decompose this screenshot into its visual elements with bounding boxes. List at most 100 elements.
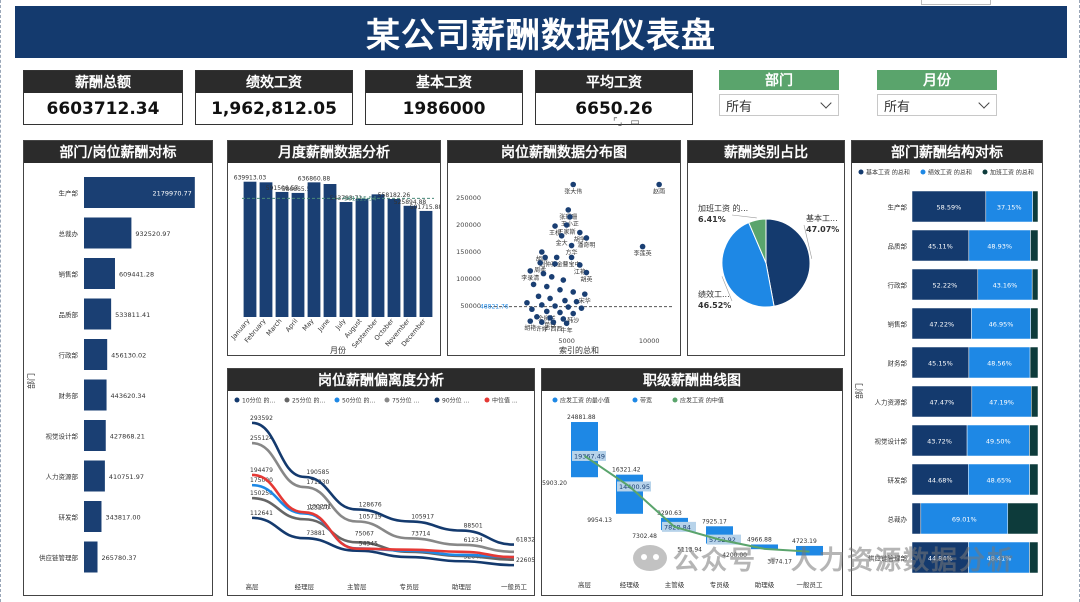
data-label: 54345 — [359, 540, 378, 547]
segment-label: 49.50% — [986, 438, 1011, 446]
filter-icon[interactable]: ⌜⌟ — [613, 117, 623, 128]
segment-label: 47.22% — [929, 321, 954, 329]
scatter-point — [565, 207, 572, 213]
data-label: 22605 — [516, 557, 535, 564]
min-label: 5113.94 — [677, 547, 702, 554]
scatter-point — [539, 302, 545, 308]
data-label: 75067 — [355, 531, 374, 538]
legend-marker — [284, 397, 290, 403]
legend-marker — [920, 169, 926, 175]
segment-label: 69.01% — [952, 516, 977, 524]
legend-label: 应发工资 的最小值 — [560, 397, 610, 405]
point-label: 牛年 — [561, 326, 573, 334]
dept-bar — [84, 501, 102, 532]
kpi-label: 平均工资 — [536, 71, 692, 93]
kpi-card-performance-pay[interactable]: 绩效工资 1,962,812.05 — [195, 70, 353, 125]
segment-label: 47.47% — [930, 399, 955, 407]
slice-name: 绩效工... — [698, 289, 730, 299]
legend-label: 绩效工资 的总和 — [928, 169, 972, 177]
slicer-label: 月份 — [877, 70, 997, 90]
scatter-point — [570, 289, 577, 295]
point-label: 李莲英 — [634, 250, 652, 258]
stack-segment — [1007, 502, 1039, 535]
page-title: 某公司薪酬数据仪表盘 — [15, 6, 1067, 58]
scatter-point — [534, 314, 540, 320]
point-label: 胡英 — [580, 276, 592, 284]
category-label: 供应链管理部 — [39, 553, 79, 562]
max-label: 4966.88 — [747, 536, 772, 543]
chart-title: 薪酬类别占比 — [688, 141, 844, 163]
y-tick-label: 100000 — [456, 275, 481, 283]
category-label: 行政部 — [59, 351, 79, 360]
data-label: 2179970.77 — [153, 190, 192, 198]
y-axis-label: 部门 — [854, 383, 864, 399]
kpi-label: 薪酬总额 — [24, 71, 182, 93]
department-slicer[interactable]: 部门 所有 — [719, 70, 839, 125]
slice-label: 46.52% — [698, 301, 731, 310]
month-slicer[interactable]: 月份 所有 — [877, 70, 997, 125]
kpi-value: 1,962,812.05 — [211, 99, 337, 119]
watermark: 公众号 · 人力资源数据分析 — [633, 538, 1053, 578]
x-tick-label: 高层 — [578, 580, 592, 589]
data-label: 128676 — [359, 501, 382, 508]
data-label: 194479 — [250, 467, 273, 474]
department-dropdown[interactable]: 所有 — [719, 94, 839, 116]
data-label: 609441.28 — [119, 271, 154, 279]
point-label: 方华 — [566, 249, 578, 257]
category-label: 品质部 — [888, 242, 908, 251]
category-label: 研发部 — [59, 513, 79, 522]
scatter-point — [550, 319, 557, 325]
x-tick-label: 助理层 — [452, 582, 472, 591]
scatter-point — [639, 243, 646, 250]
chevron-down-icon[interactable] — [978, 97, 990, 109]
grade-curve-panel: 职级薪酬曲线图 应发工资 的最小值 带宽 应发工资 的中值 24881.88 15903… — [541, 368, 843, 596]
x-tick-label: 经理层 — [295, 582, 315, 591]
data-label: 410751.97 — [109, 473, 144, 481]
scatter-point — [577, 229, 583, 236]
point-label: 王小正 — [561, 220, 579, 228]
kpi-card-total-pay[interactable]: 薪酬总额 6603712.34 — [23, 70, 183, 125]
legend-marker — [858, 169, 864, 175]
scatter-point — [568, 242, 575, 249]
stack-segment — [985, 190, 1033, 223]
focus-mode-icon[interactable]: ▭ — [630, 117, 640, 128]
data-label: 130231 — [308, 504, 331, 511]
series-line — [251, 421, 515, 546]
stack-segment — [911, 385, 973, 418]
chart-title: 职级薪酬曲线图 — [542, 369, 842, 391]
min-label: 3174.17 — [767, 558, 792, 565]
category-label: 视觉设计部 — [875, 437, 908, 446]
data-label: 427868.21 — [110, 433, 145, 441]
kpi-card-base-pay[interactable]: 基本工资 1986000 — [365, 70, 523, 125]
segment-label: 37.15% — [997, 204, 1022, 212]
kpi-value: 1986000 — [402, 99, 486, 119]
x-tick-label: March — [265, 317, 284, 337]
dept-pay-panel: 部门/岗位薪酬对标 部门 生产部 2179970.77 总裁办 932520.97 销售部… — [23, 140, 213, 596]
legend-marker — [632, 397, 638, 403]
stack-segment — [966, 424, 1030, 457]
max-label: 24881.88 — [567, 414, 596, 421]
point-label: 金大 — [556, 239, 568, 247]
month-bar — [243, 181, 257, 317]
kpi-card-average-pay[interactable]: 平均工资 6650.26 — [535, 70, 693, 125]
legend-label: 基本工资 的总和 — [866, 169, 910, 177]
month-dropdown[interactable]: 所有 — [877, 94, 997, 116]
point-label: 江艳 — [574, 268, 586, 276]
scatter-point — [527, 318, 534, 324]
legend-label: 90分位 ... — [442, 397, 469, 405]
x-tick-label: 5000 — [558, 337, 575, 345]
scatter-point — [568, 254, 575, 261]
category-label: 研发部 — [888, 476, 908, 485]
category-label: 总裁办 — [59, 229, 79, 238]
slice-label: 47.07% — [806, 225, 839, 234]
chevron-down-icon[interactable] — [820, 97, 832, 109]
chart-title: 部门/岗位薪酬对标 — [24, 141, 212, 163]
category-label: 销售部 — [888, 320, 908, 329]
category-label: 生产部 — [59, 189, 79, 198]
stack-segment — [911, 541, 969, 574]
month-bar — [355, 198, 369, 317]
data-label: 293592 — [250, 415, 273, 422]
stack-segment — [1031, 385, 1039, 418]
scatter-point — [552, 223, 558, 229]
